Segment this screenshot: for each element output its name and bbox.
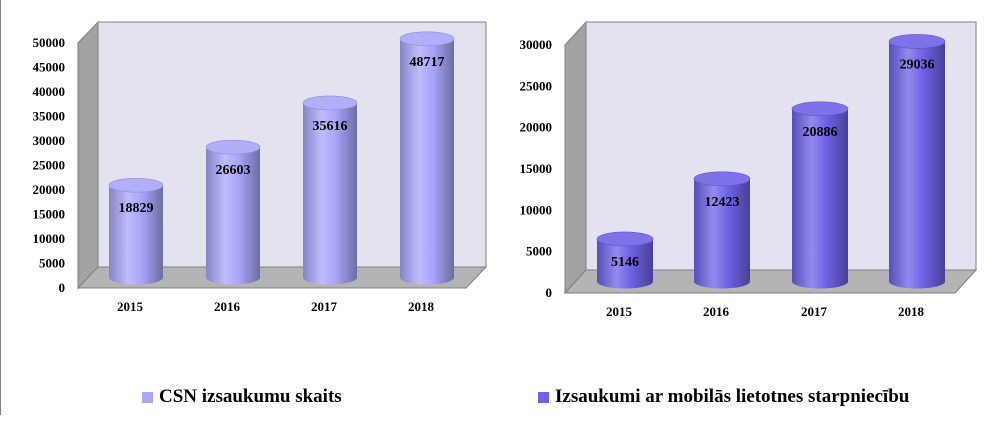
bar-body <box>889 41 945 289</box>
bar-2016 <box>205 139 261 285</box>
y-tick-label: 0 <box>546 285 553 300</box>
bar-body <box>400 38 454 285</box>
data-label: 48717 <box>410 55 445 70</box>
bar-2018 <box>888 34 946 289</box>
floor <box>563 269 978 294</box>
bar-body <box>597 238 653 289</box>
legend-swatch-series1 <box>142 391 153 403</box>
floor <box>76 266 488 289</box>
y-tick-label: 0 <box>59 280 66 295</box>
data-label: 20886 <box>803 125 838 140</box>
x-tick-label: 2017 <box>311 299 338 314</box>
legend-right: Izsaukumi ar mobilās lietotnes starpniec… <box>538 386 909 408</box>
x-tick-label: 2018 <box>898 304 925 319</box>
y-tick-label: 30000 <box>520 37 553 52</box>
bar-top <box>596 231 654 247</box>
y-tick-label: 45000 <box>33 60 66 75</box>
side-wall <box>77 20 99 290</box>
x-tick-label: 2018 <box>408 299 435 314</box>
bar-2015 <box>108 177 164 285</box>
y-tick-label: 15000 <box>520 161 553 176</box>
bar-2018 <box>399 31 455 285</box>
data-label: 29036 <box>900 57 935 72</box>
bar-top <box>693 171 751 187</box>
bar-body <box>109 185 163 285</box>
x-tick-label: 2015 <box>117 299 144 314</box>
x-tick-label: 2015 <box>606 304 633 319</box>
bar-2015 <box>596 231 654 289</box>
bar-top <box>791 101 849 117</box>
data-label: 35616 <box>313 119 348 134</box>
bar-2017 <box>791 101 849 289</box>
side-wall <box>564 20 587 295</box>
x-tick-label: 2016 <box>214 299 241 314</box>
x-tick-label: 2016 <box>703 304 730 319</box>
bar-2016 <box>693 171 751 289</box>
frame-border <box>0 0 1 415</box>
bar-2017 <box>302 95 358 285</box>
y-tick-label: 10000 <box>520 202 553 217</box>
bar-body <box>694 178 750 289</box>
data-label: 12423 <box>705 195 740 210</box>
y-tick-label: 5000 <box>39 256 65 271</box>
x-tick-label: 2017 <box>801 304 828 319</box>
y-tick-label: 25000 <box>33 158 66 173</box>
chart-left: 0 5000 10000 15000 20000 25000 30000 35000 40000… <box>33 20 488 314</box>
bar-top <box>399 31 455 47</box>
bar-top <box>888 34 946 49</box>
bar-top <box>302 95 358 111</box>
y-tick-label: 10000 <box>33 231 66 246</box>
legend-label-series2: Izsaukumi ar mobilās lietotnes starpniec… <box>555 386 910 407</box>
bar-body <box>303 102 357 285</box>
y-tick-label: 50000 <box>33 35 66 50</box>
data-label: 18829 <box>119 201 154 216</box>
data-label: 26603 <box>216 163 251 178</box>
chart-right: 0 5000 10000 15000 20000 25000 30000 5146 2015 12… <box>520 20 978 319</box>
y-tick-label: 20000 <box>520 120 553 135</box>
legend-swatch-series2 <box>538 391 549 403</box>
y-tick-label: 40000 <box>33 84 66 99</box>
y-tick-label: 5000 <box>526 244 552 259</box>
y-tick-label: 25000 <box>520 78 553 93</box>
bar-body <box>206 147 260 285</box>
y-tick-label: 35000 <box>33 109 66 124</box>
y-tick-label: 20000 <box>33 182 66 197</box>
legend-label-series1: CSN izsaukumu skaits <box>159 386 342 407</box>
y-tick-label: 30000 <box>33 133 66 148</box>
legend-left: CSN izsaukumu skaits <box>142 386 342 408</box>
y-tick-label: 15000 <box>33 207 66 222</box>
bar-top <box>108 177 164 193</box>
bar-body <box>792 108 848 289</box>
bar-top <box>205 139 261 155</box>
data-label: 5146 <box>611 255 639 270</box>
